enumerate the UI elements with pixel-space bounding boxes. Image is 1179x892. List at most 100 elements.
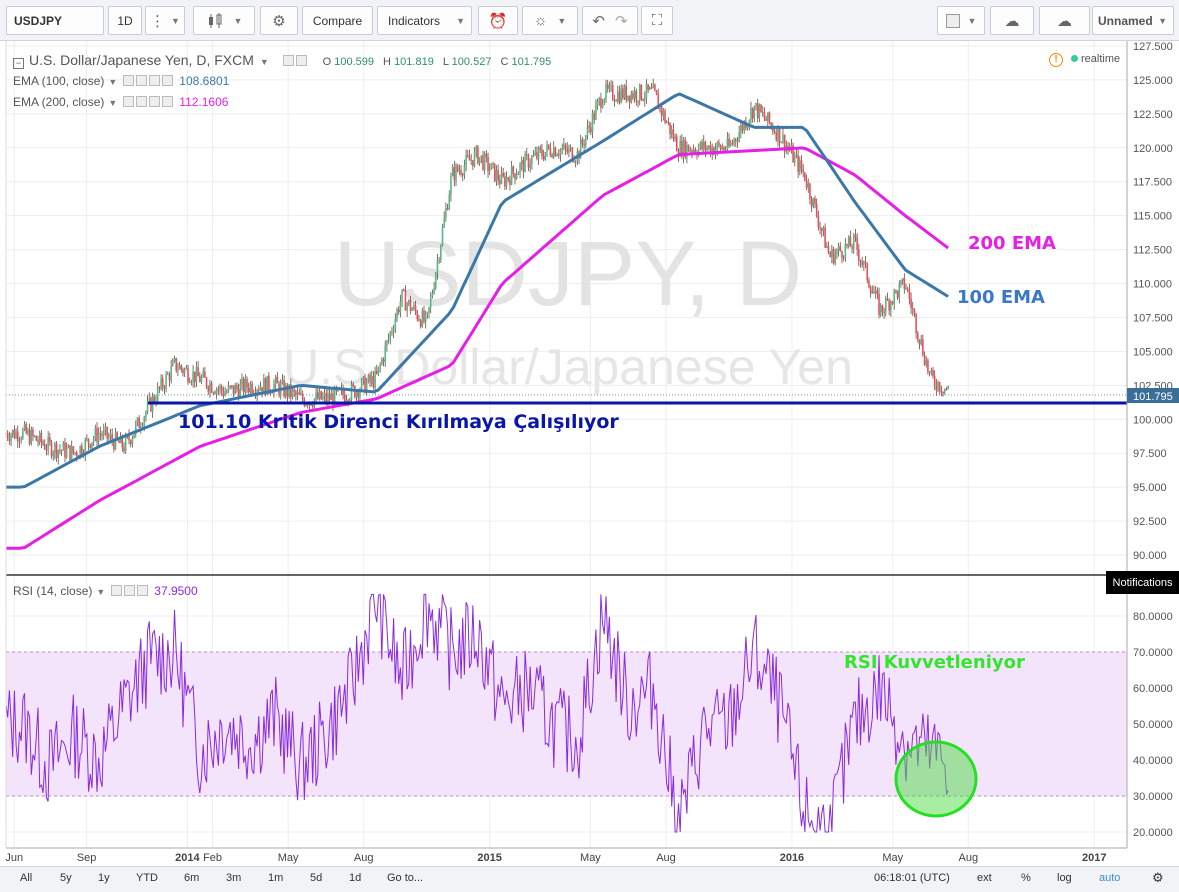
plus-icon[interactable]	[149, 75, 161, 86]
candle	[858, 243, 860, 267]
eye-icon[interactable]	[123, 75, 135, 86]
range-5d[interactable]: 5d	[310, 872, 323, 884]
close-icon[interactable]	[162, 96, 174, 107]
candle	[450, 172, 452, 202]
range-all[interactable]: All	[20, 872, 33, 884]
chevron-down-icon[interactable]: ▼	[259, 57, 269, 67]
settings-button[interactable]: ⚙	[260, 6, 298, 35]
ema200-legend[interactable]: EMA (200, close) ▼ 112.1606	[13, 95, 228, 109]
candle	[37, 436, 39, 447]
ema200-line	[6, 146, 950, 550]
save-chart-button[interactable]: ☁	[1039, 6, 1090, 35]
price-tick-label: 115.000	[1133, 211, 1172, 223]
candle	[800, 155, 803, 174]
candle	[922, 334, 924, 357]
gear-icon: ⚙	[272, 12, 286, 30]
symbol-search-field[interactable]: USDJPY	[6, 6, 104, 35]
gear-icon[interactable]: ⚙	[1152, 870, 1164, 885]
chevron-down-icon[interactable]: ▼	[108, 77, 118, 87]
time-tick-label: May	[278, 852, 299, 864]
close-icon[interactable]	[162, 75, 174, 86]
main-series-legend[interactable]: − U.S. Dollar/Japanese Yen, D, FXCM ▼ O 10…	[13, 52, 551, 69]
gear-icon[interactable]	[124, 585, 136, 596]
candle	[109, 428, 112, 441]
eye-icon[interactable]	[282, 55, 294, 66]
layout-name-button[interactable]: Unnamed ▼	[1092, 6, 1174, 35]
candle	[33, 434, 36, 438]
interval-button[interactable]: 1D	[108, 6, 142, 35]
range-ytd[interactable]: YTD	[136, 872, 158, 884]
candle	[242, 376, 245, 395]
gear-icon[interactable]	[136, 96, 148, 107]
color-theme-button[interactable]: ▼	[937, 6, 985, 35]
percent-toggle[interactable]: %	[1021, 872, 1031, 884]
candle	[224, 386, 226, 397]
log-toggle[interactable]: log	[1057, 872, 1072, 884]
range-3m[interactable]: 3m	[226, 872, 242, 884]
candle	[534, 146, 537, 156]
candle	[524, 150, 526, 173]
plus-icon[interactable]	[149, 96, 161, 107]
collapse-icon[interactable]: −	[13, 58, 24, 69]
chevron-down-icon[interactable]: ▼	[108, 98, 118, 108]
candle	[215, 387, 218, 400]
clock-time[interactable]: 06:18:01 (UTC)	[874, 872, 950, 884]
notifications-button[interactable]: Notifications	[1106, 571, 1179, 594]
alert-button[interactable]: ⏰	[478, 6, 518, 35]
range-1d[interactable]: 1d	[349, 872, 362, 884]
candle	[756, 98, 759, 123]
candle	[241, 373, 243, 391]
chart-style-button[interactable]: ▼	[193, 6, 255, 35]
candle	[317, 388, 319, 400]
candle	[603, 98, 606, 106]
candle	[428, 306, 430, 319]
fullscreen-button[interactable]: ⛶	[641, 6, 673, 35]
ema100-legend[interactable]: EMA (100, close) ▼ 108.6801	[13, 74, 229, 88]
candle	[187, 364, 189, 385]
candle	[440, 244, 442, 263]
candle	[343, 389, 346, 403]
candle	[365, 377, 368, 396]
rsi-axis[interactable]: 80.0000 70.0000 60.0000 50.0000 40.0000 30.00…	[1133, 611, 1173, 839]
candle	[905, 283, 907, 291]
fullscreen-icon: ⛶	[651, 12, 663, 29]
range-5y[interactable]: 5y	[60, 872, 72, 884]
range-1m[interactable]: 1m	[268, 872, 284, 884]
redo-icon[interactable]: ↷	[615, 12, 628, 30]
undo-icon[interactable]: ↶	[592, 12, 605, 30]
eye-icon[interactable]	[111, 585, 123, 596]
auto-toggle[interactable]: auto	[1099, 872, 1121, 884]
compare-button[interactable]: Compare	[302, 6, 373, 35]
candle	[394, 313, 397, 333]
range-1y[interactable]: 1y	[98, 872, 110, 884]
candle	[623, 84, 626, 100]
candle	[97, 427, 100, 447]
warning-icon[interactable]: !	[1049, 53, 1063, 67]
ideas-button[interactable]: ☼ ▼	[522, 6, 578, 35]
ext-toggle[interactable]: ext	[977, 872, 992, 884]
goto-button[interactable]: Go to...	[387, 872, 424, 884]
candle	[354, 385, 356, 399]
eye-icon[interactable]	[123, 96, 135, 107]
interval-dropdown[interactable]: ⋮ ▼	[145, 6, 185, 35]
close-icon[interactable]	[137, 585, 149, 596]
candle	[140, 421, 142, 434]
candle	[884, 295, 887, 317]
candle	[709, 141, 712, 157]
candle	[490, 163, 493, 170]
candle	[825, 241, 828, 249]
candle	[284, 382, 287, 399]
chevron-down-icon[interactable]: ▼	[96, 587, 106, 597]
gear-icon[interactable]	[136, 75, 148, 86]
gear-icon[interactable]	[295, 55, 307, 66]
chart-canvas[interactable]: USDJPY, D U.S. Dollar/Japanese Yen 127.5…	[0, 41, 1179, 866]
candle	[662, 107, 665, 121]
indicators-button[interactable]: Indicators ▼	[377, 6, 472, 35]
candle	[370, 370, 373, 387]
range-6m[interactable]: 6m	[184, 872, 200, 884]
price-axis[interactable]: 127.500 125.000 122.500 120.000 117.500 115.0…	[1133, 41, 1173, 562]
load-chart-button[interactable]: ☁	[990, 6, 1034, 35]
rsi-legend[interactable]: RSI (14, close) ▼ 37.9500	[13, 584, 198, 598]
time-axis[interactable]: Jun Sep 2014 Feb May Aug 2015 May Aug 2016 May Aug 2…	[5, 852, 1106, 864]
candle	[827, 241, 830, 255]
